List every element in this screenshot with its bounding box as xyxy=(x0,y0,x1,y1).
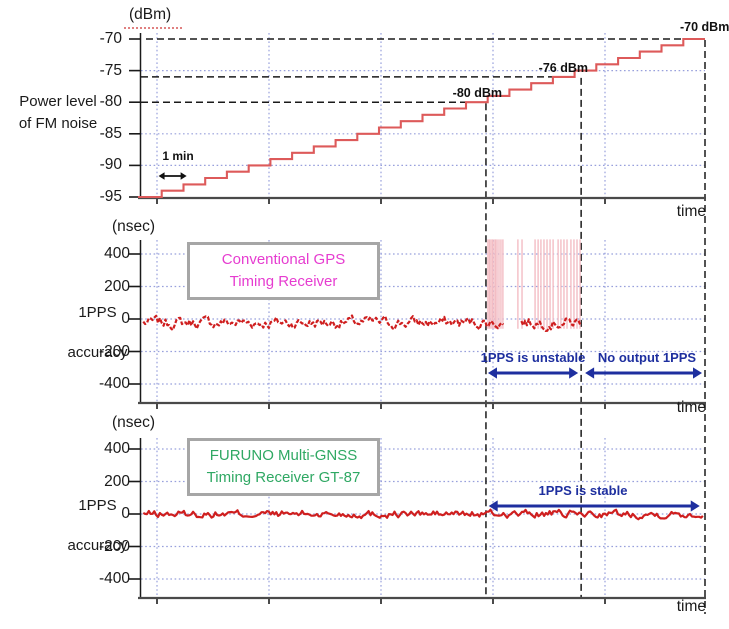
power-ytick-label: -75 xyxy=(99,61,122,79)
gps-1pps-trace xyxy=(520,317,582,332)
gt87-1pps-trace xyxy=(142,508,704,521)
arrowhead xyxy=(487,367,497,379)
cross-76dbm-annotation: -76 dBm xyxy=(538,61,588,75)
gps-callout-line2: Timing Receiver xyxy=(229,273,338,290)
gt87-callout-line1: FURUNO Multi-GNSS xyxy=(209,447,358,464)
power-axis-title-line2: of FM noise xyxy=(18,115,98,132)
power-axis-title: Power level of FM noise xyxy=(1,91,115,135)
gt87-time-label: time xyxy=(676,598,706,615)
power-ytick-label: -85 xyxy=(99,124,122,142)
gps-ytick-label: 200 xyxy=(104,277,130,295)
arrowhead xyxy=(690,500,700,512)
one-min-annotation: 1 min xyxy=(162,149,194,163)
cross-80dbm-annotation: -80 dBm xyxy=(452,86,502,100)
power-unit-label: (dBm) xyxy=(129,6,172,23)
arrowhead xyxy=(585,367,595,379)
gt87-axis-title-line1: 1PPS xyxy=(78,497,117,514)
stable-region-label: 1PPS is stable xyxy=(538,483,628,498)
power-ytick-label: -90 xyxy=(99,156,122,174)
arrowhead xyxy=(693,367,702,379)
arrowhead xyxy=(569,367,579,379)
power-time-label: time xyxy=(676,203,706,220)
arrowhead xyxy=(488,500,498,512)
spellcheck-underline xyxy=(124,24,182,29)
gps-ytick-label: 400 xyxy=(104,245,130,262)
fm-noise-staircase xyxy=(138,37,705,199)
cross-70dbm-annotation: -70 dBm xyxy=(680,20,729,34)
gt87-ytick-label: -400 xyxy=(98,570,130,587)
gt87-ytick-label: 200 xyxy=(104,472,130,490)
unstable-region-label: 1PPS is unstable xyxy=(480,350,586,365)
gt87-ytick-label: 0 xyxy=(121,505,130,522)
arrowhead xyxy=(158,172,165,180)
no-output-region-label: No output 1PPS xyxy=(597,350,697,365)
power-axis-title-line1: Power level xyxy=(19,93,97,110)
gt87-axis-title-line2: accuracy xyxy=(67,537,128,554)
gps-unit-label: (nsec) xyxy=(112,218,156,235)
gt87-callout-line2: Timing Receiver GT-87 xyxy=(206,469,361,486)
gps-ytick-label: 0 xyxy=(121,310,130,327)
gps-receiver-callout: Conventional GPS Timing Receiver xyxy=(187,242,380,300)
arrowhead xyxy=(180,172,187,180)
power-ytick-label: -80 xyxy=(99,93,122,111)
gt87-receiver-callout: FURUNO Multi-GNSS Timing Receiver GT-87 xyxy=(187,438,380,496)
gps-callout-line1: Conventional GPS xyxy=(221,251,346,268)
power-ytick-label: -70 xyxy=(99,30,122,47)
gps-1pps-trace xyxy=(142,314,505,332)
gps-axis-title-line2: accuracy xyxy=(67,344,128,361)
gt87-ytick-label: 400 xyxy=(104,440,130,457)
gt87-unit-label: (nsec) xyxy=(112,414,156,431)
gps-axis-title-line1: 1PPS xyxy=(78,304,117,321)
gps-ytick-label: -400 xyxy=(98,375,130,392)
power-ytick-label: -95 xyxy=(99,188,122,205)
gt87-ytick-label: -200 xyxy=(98,537,130,555)
gps-ytick-label: -200 xyxy=(98,342,130,360)
gps-time-label: time xyxy=(676,399,706,416)
